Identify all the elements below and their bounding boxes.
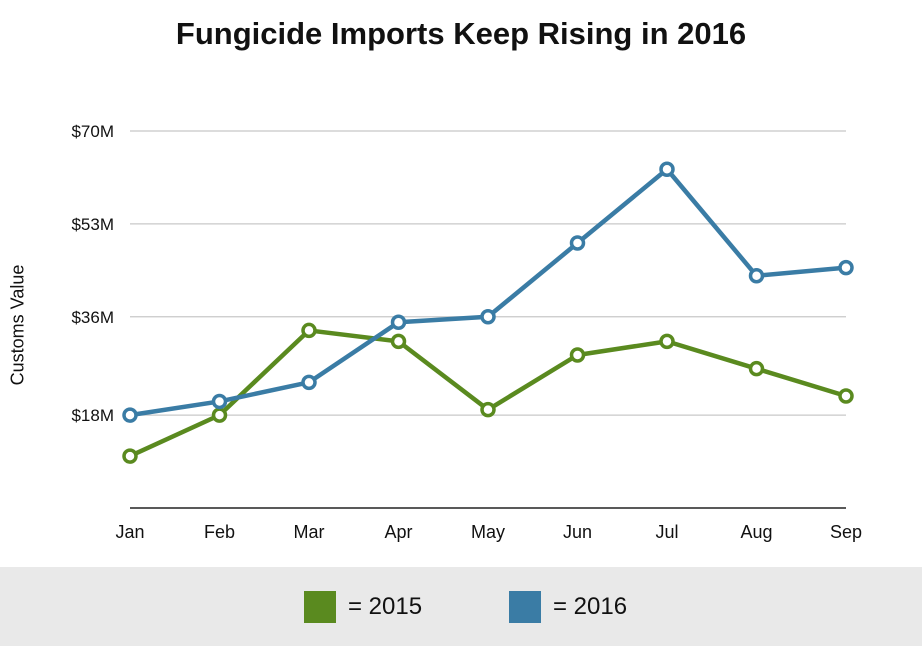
data-point-2016	[480, 309, 496, 325]
x-tick-label: May	[471, 522, 505, 542]
data-point-2016	[569, 235, 586, 251]
data-point-2015	[838, 388, 854, 404]
y-tick-label: $36M	[71, 308, 114, 327]
x-tick-label: Jun	[563, 522, 592, 542]
data-point-2015	[748, 360, 765, 377]
data-point-2015	[480, 401, 496, 418]
data-point-2016	[390, 314, 407, 330]
y-tick-label: $70M	[71, 122, 114, 141]
x-tick-label: Jan	[115, 522, 144, 542]
data-point-2016	[748, 268, 765, 284]
series-line-2015	[127, 328, 849, 459]
data-point-2015	[390, 333, 407, 350]
legend-label-2016: = 2016	[553, 593, 628, 620]
data-point-2015	[211, 407, 228, 423]
data-point-2016	[301, 374, 317, 391]
y-tick-label: $53M	[71, 215, 114, 234]
legend-item-2016: = 2016	[509, 591, 627, 623]
legend-swatch-2015	[304, 591, 336, 623]
legend-item-2015: = 2015	[304, 591, 422, 623]
x-tick-label: Mar	[294, 522, 325, 542]
data-point-2015	[569, 347, 586, 363]
x-tick-label: Feb	[204, 522, 235, 542]
chart-title: Fungicide Imports Keep Rising in 2016	[175, 16, 747, 51]
legend-bar: = 2015 = 2016	[0, 567, 922, 646]
data-point-2016	[659, 161, 675, 177]
x-tick-label: Aug	[740, 522, 772, 542]
legend-label-2015: = 2015	[348, 593, 423, 620]
data-point-2016	[122, 407, 138, 423]
line-chart: $18M $36M $53M $70M Jan Feb Mar Apr May Jun Jul Aug…	[71, 122, 862, 542]
data-point-2015	[301, 322, 317, 339]
legend-swatch-2016	[509, 591, 541, 623]
data-point-2016	[211, 393, 228, 410]
series-line-2016	[127, 166, 849, 418]
x-tick-label: Jul	[655, 522, 678, 542]
y-tick-label: $18M	[71, 406, 114, 425]
x-tick-label: Apr	[384, 522, 412, 542]
data-point-2015	[659, 333, 675, 350]
data-point-2015	[122, 448, 138, 464]
data-point-2016	[838, 259, 854, 276]
x-tick-label: Sep	[830, 522, 862, 542]
